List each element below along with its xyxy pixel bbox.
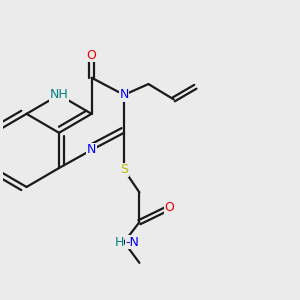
Text: O: O <box>164 201 174 214</box>
Text: N: N <box>119 88 129 101</box>
Text: H: H <box>115 236 124 249</box>
Text: -N: -N <box>125 236 140 249</box>
Text: O: O <box>87 49 97 62</box>
Text: S: S <box>120 163 128 176</box>
Text: N: N <box>87 143 96 157</box>
Text: NH: NH <box>50 88 68 101</box>
